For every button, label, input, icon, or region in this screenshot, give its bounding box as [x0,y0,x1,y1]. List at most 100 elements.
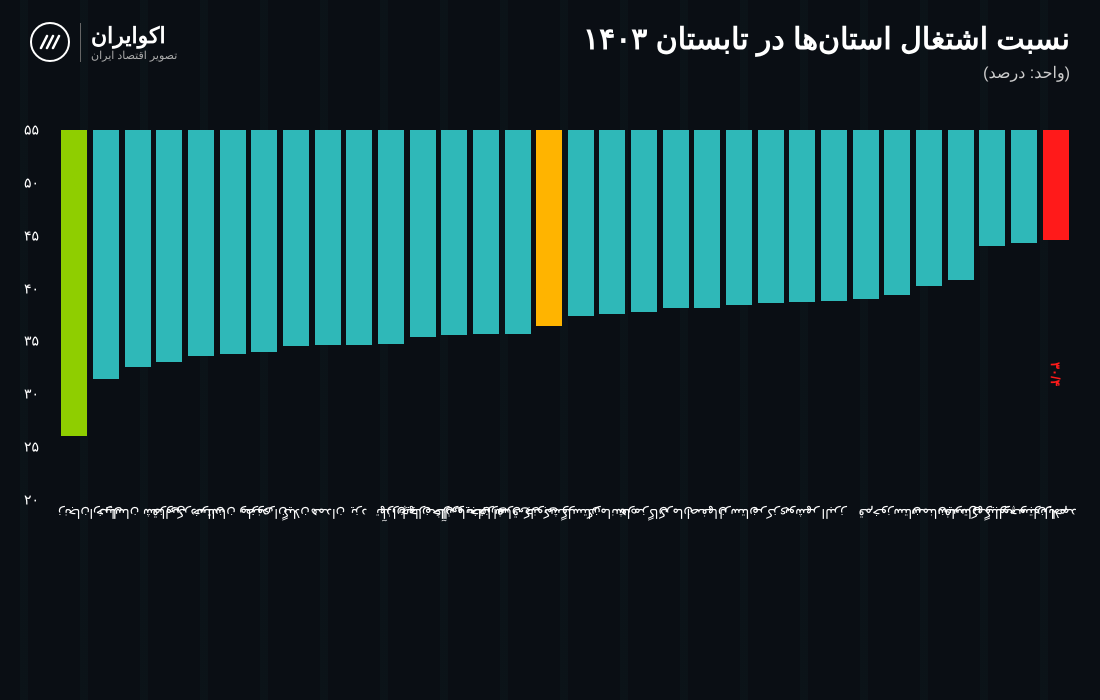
bar-column [946,130,975,500]
bar [853,130,879,299]
bar-column [472,130,501,500]
bar-column [187,130,216,500]
bar-column [377,130,406,500]
x-label: گیلان [282,500,311,670]
plot: ۴۸/۹ ۳۸/۵ ۳۰/۴ [60,130,1070,500]
y-tick: ۵۵ [24,122,60,139]
bar-column [567,130,596,500]
y-tick: ۳۰ [24,386,60,403]
bar-column: ۳۰/۴ [1041,130,1070,500]
bar [916,130,942,286]
bar-column [503,130,532,500]
bar [188,130,214,356]
bar [410,130,436,337]
bar [631,130,657,312]
y-tick: ۴۰ [24,280,60,297]
x-label: ایلام [1041,500,1070,670]
x-label: هرمزگان [630,500,659,670]
title-block: نسبت اشتغال استان‌ها در تابستان ۱۴۰۳ (وا… [583,22,1070,83]
bar [726,130,752,305]
bar [758,130,784,303]
x-label: قم [851,500,880,670]
bar-column [313,130,342,500]
x-label: کل کشور [535,500,564,670]
bar-column [851,130,880,500]
bar-column [820,130,849,500]
bar-column [92,130,121,500]
y-tick: ۲۰ [24,492,60,509]
bar-column [408,130,437,500]
bar [694,130,720,308]
y-tick: ۵۰ [24,174,60,191]
x-label: البرز [820,500,849,670]
brand-tagline: تصویر اقتصاد ایران [91,49,177,62]
bar-column [440,130,469,500]
x-label: چهارمحال و بختیاری [440,500,469,670]
x-label: همدان [313,500,342,670]
x-label: خراسان شمالی [123,500,152,670]
y-tick: ۳۵ [24,333,60,350]
bar-column [661,130,690,500]
bar-value-label: ۴۸/۹ [67,166,82,195]
bar [251,130,277,352]
bar-column [123,130,152,500]
brand: اکوایران تصویر اقتصاد ایران [30,22,177,62]
bar-column [915,130,944,500]
bar [979,130,1005,246]
x-label: اردبیل [92,500,121,670]
bar-column [345,130,374,500]
bar-column [218,130,247,500]
bar [378,130,404,344]
bar [789,130,815,302]
bar-column [883,130,912,500]
x-label: لرستان [725,500,754,670]
bar-column [756,130,785,500]
y-axis: ۲۰۲۵۳۰۳۵۴۰۴۵۵۰۵۵ [24,130,60,500]
bar [441,130,467,335]
x-label: خوزستان [883,500,912,670]
bar [220,130,246,354]
bar [663,130,689,308]
bar [884,130,910,295]
bar-column [598,130,627,500]
x-axis: زنجاناردبیلخراسان شمالیقزوینکردستانخراسا… [60,500,1070,670]
y-tick: ۲۵ [24,439,60,456]
x-label: مازندران [250,500,279,670]
x-label: مرکزی [756,500,785,670]
x-label: سیستان و بلوچستان [978,500,1007,670]
bar-column [788,130,817,500]
x-label: سمنان [915,500,944,670]
bar [599,130,625,314]
brand-logo-icon [30,22,70,62]
chart-area: ۲۰۲۵۳۰۳۵۴۰۴۵۵۰۵۵ ۴۸/۹۳۸/۵۳۰/۴ زنجاناردبی… [60,130,1070,670]
chart-subtitle: (واحد: درصد) [583,63,1070,83]
x-label: کرمانشاه [598,500,627,670]
bar [283,130,309,346]
bar [821,130,847,301]
bar-value-label: ۳۰/۴ [1048,362,1063,391]
bar [346,130,372,345]
bar-column [725,130,754,500]
bar [93,130,119,379]
x-label: فارس [946,500,975,670]
bar [505,130,531,334]
x-label: خراسان رضوی [218,500,247,670]
brand-text: اکوایران تصویر اقتصاد ایران [80,23,177,62]
x-label: کردستان [187,500,216,670]
y-tick: ۴۵ [24,227,60,244]
bar [315,130,341,345]
chart-title: نسبت اشتغال استان‌ها در تابستان ۱۴۰۳ [583,22,1070,57]
x-label: خراسان جنوبی [503,500,532,670]
bar-column [978,130,1007,500]
bar [1011,130,1037,243]
bar-column [282,130,311,500]
bar-column: ۳۸/۵ [535,130,564,500]
x-label: گلستان [567,500,596,670]
x-label: قزوین [155,500,184,670]
x-label: کرمان [661,500,690,670]
x-label: زنجان [60,500,89,670]
bar [156,130,182,362]
x-label: بوشهر [788,500,817,670]
bar-column [630,130,659,500]
bar [948,130,974,280]
